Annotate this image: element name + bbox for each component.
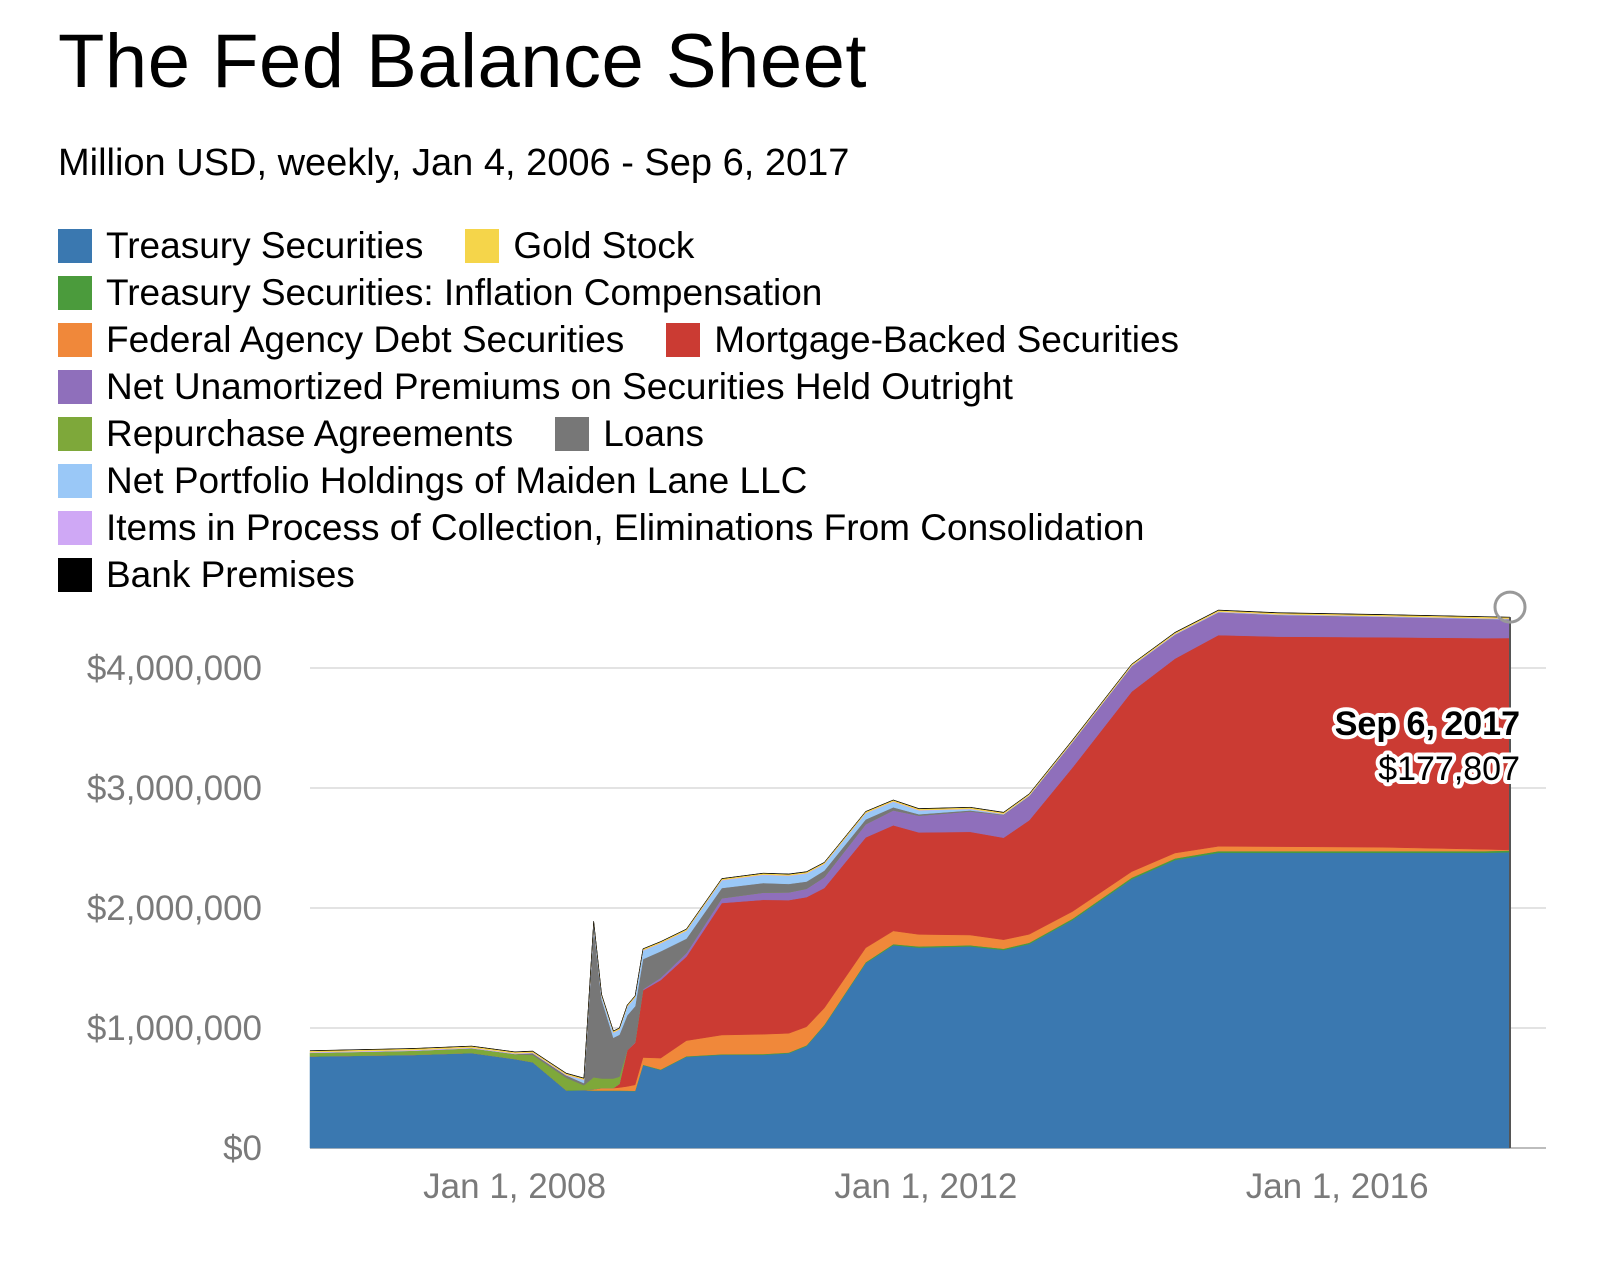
legend-swatch [666, 322, 701, 357]
legend-label: Mortgage-Backed Securities [714, 318, 1180, 360]
legend-swatch [58, 416, 92, 451]
legend-row: Net Unamortized Premiums on Securities H… [58, 363, 1221, 410]
legend-swatch [58, 275, 92, 310]
chart-subtitle: Million USD, weekly, Jan 4, 2006 - Sep 6… [58, 142, 850, 184]
x-tick-label: Jan 1, 2012 [834, 1167, 1017, 1206]
y-tick-label: $0 [223, 1129, 262, 1168]
legend-label: Net Unamortized Premiums on Securities H… [106, 365, 1013, 407]
stacked-areas[interactable] [309, 609, 1511, 1149]
legend-label: Treasury Securities [106, 224, 424, 266]
legend-item[interactable]: Net Portfolio Holdings of Maiden Lane LL… [58, 460, 807, 502]
tooltip-value: $177,807 [1378, 750, 1520, 788]
legend-swatch [465, 228, 500, 263]
legend-row: Repurchase Agreements Loans [58, 410, 1221, 457]
legend-row: Treasury Securities: Inflation Compensat… [58, 269, 1221, 316]
legend-row: Federal Agency Debt Securities Mortgage-B… [58, 316, 1221, 363]
legend-item[interactable]: Bank Premises [58, 554, 355, 596]
x-axis-labels: Jan 1, 2008 Jan 1, 2012 Jan 1, 2016 [423, 1167, 1428, 1206]
legend-swatch [58, 322, 92, 357]
legend: Treasury Securities Gold Stock Treasury Se… [58, 222, 1221, 598]
y-tick-label: $3,000,000 [87, 769, 262, 808]
legend-label: Treasury Securities: Inflation Compensat… [106, 271, 823, 313]
legend-swatch [555, 416, 590, 451]
chart-title: The Fed Balance Sheet [58, 19, 868, 104]
legend-swatch [58, 228, 92, 263]
legend-row: Treasury Securities Gold Stock [58, 222, 1221, 269]
legend-swatch [58, 557, 92, 592]
legend-item[interactable]: Federal Agency Debt Securities [58, 319, 624, 361]
legend-label: Items in Process of Collection, Eliminat… [106, 506, 1145, 548]
y-axis-labels: $0 $1,000,000 $2,000,000 $3,000,000 $4,000,0… [87, 649, 262, 1168]
legend-swatch [58, 463, 92, 498]
legend-row: Bank Premises [58, 551, 1221, 598]
legend-item[interactable]: Treasury Securities: Inflation Compensat… [58, 272, 822, 314]
legend-item[interactable]: Items in Process of Collection, Eliminat… [58, 507, 1144, 549]
legend-swatch [58, 369, 92, 404]
tooltip-date: Sep 6, 2017 [1335, 705, 1520, 743]
y-tick-label: $2,000,000 [87, 889, 262, 928]
x-tick-label: Jan 1, 2016 [1246, 1167, 1429, 1206]
x-tick-label: Jan 1, 2008 [423, 1167, 606, 1206]
legend-row: Items in Process of Collection, Eliminat… [58, 504, 1221, 551]
legend-label: Net Portfolio Holdings of Maiden Lane LL… [106, 459, 808, 501]
legend-label: Federal Agency Debt Securities [106, 318, 625, 360]
tooltip-marker [1493, 590, 1527, 624]
legend-item[interactable]: Loans [555, 413, 704, 455]
legend-label: Repurchase Agreements [106, 412, 514, 454]
legend-row: Net Portfolio Holdings of Maiden Lane LL… [58, 457, 1221, 504]
legend-item[interactable]: Mortgage-Backed Securities [666, 319, 1179, 361]
legend-item[interactable]: Gold Stock [465, 225, 694, 267]
tooltip: Sep 6, 2017 $177,807 [1331, 590, 1527, 1148]
y-tick-label: $4,000,000 [87, 649, 262, 688]
legend-item[interactable]: Treasury Securities [58, 225, 423, 267]
legend-item[interactable]: Repurchase Agreements [58, 413, 513, 455]
legend-item[interactable]: Net Unamortized Premiums on Securities H… [58, 366, 1013, 408]
y-tick-label: $1,000,000 [87, 1009, 262, 1048]
legend-label: Gold Stock [513, 224, 695, 266]
legend-swatch [58, 510, 92, 545]
legend-label: Bank Premises [106, 553, 355, 595]
legend-label: Loans [603, 412, 705, 454]
